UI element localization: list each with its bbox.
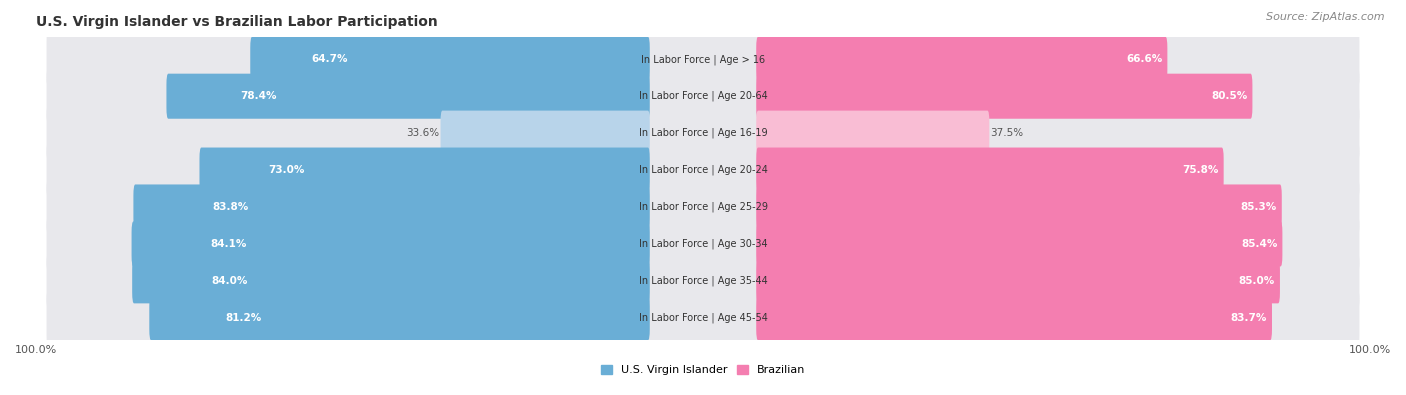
Text: 73.0%: 73.0% bbox=[269, 165, 305, 175]
Text: In Labor Force | Age 20-64: In Labor Force | Age 20-64 bbox=[638, 91, 768, 102]
FancyBboxPatch shape bbox=[46, 142, 1360, 198]
FancyBboxPatch shape bbox=[149, 295, 650, 340]
Text: 83.8%: 83.8% bbox=[212, 202, 249, 212]
Text: In Labor Force | Age 30-34: In Labor Force | Age 30-34 bbox=[638, 239, 768, 249]
Text: 83.7%: 83.7% bbox=[1230, 313, 1267, 323]
FancyBboxPatch shape bbox=[200, 147, 650, 193]
FancyBboxPatch shape bbox=[132, 258, 650, 303]
FancyBboxPatch shape bbox=[46, 105, 1360, 161]
Text: In Labor Force | Age 35-44: In Labor Force | Age 35-44 bbox=[638, 276, 768, 286]
Text: 85.4%: 85.4% bbox=[1241, 239, 1278, 249]
FancyBboxPatch shape bbox=[756, 37, 1167, 82]
FancyBboxPatch shape bbox=[46, 290, 1360, 346]
Text: 75.8%: 75.8% bbox=[1182, 165, 1219, 175]
Text: 84.0%: 84.0% bbox=[211, 276, 247, 286]
FancyBboxPatch shape bbox=[756, 111, 990, 156]
FancyBboxPatch shape bbox=[46, 31, 1360, 87]
FancyBboxPatch shape bbox=[46, 253, 1360, 309]
FancyBboxPatch shape bbox=[756, 147, 1223, 193]
Text: U.S. Virgin Islander vs Brazilian Labor Participation: U.S. Virgin Islander vs Brazilian Labor … bbox=[37, 15, 437, 29]
Text: 37.5%: 37.5% bbox=[991, 128, 1024, 138]
Text: In Labor Force | Age 20-24: In Labor Force | Age 20-24 bbox=[638, 165, 768, 175]
FancyBboxPatch shape bbox=[132, 221, 650, 267]
FancyBboxPatch shape bbox=[46, 68, 1360, 124]
FancyBboxPatch shape bbox=[46, 179, 1360, 235]
FancyBboxPatch shape bbox=[134, 184, 650, 229]
Text: 80.5%: 80.5% bbox=[1211, 91, 1247, 101]
FancyBboxPatch shape bbox=[756, 295, 1272, 340]
Text: In Labor Force | Age 45-54: In Labor Force | Age 45-54 bbox=[638, 312, 768, 323]
FancyBboxPatch shape bbox=[440, 111, 650, 156]
Text: 64.7%: 64.7% bbox=[312, 54, 347, 64]
Text: In Labor Force | Age 25-29: In Labor Force | Age 25-29 bbox=[638, 202, 768, 212]
FancyBboxPatch shape bbox=[756, 184, 1282, 229]
Text: 33.6%: 33.6% bbox=[406, 128, 439, 138]
Text: 78.4%: 78.4% bbox=[240, 91, 277, 101]
Text: In Labor Force | Age 16-19: In Labor Force | Age 16-19 bbox=[638, 128, 768, 138]
Text: 66.6%: 66.6% bbox=[1126, 54, 1163, 64]
FancyBboxPatch shape bbox=[756, 258, 1279, 303]
Text: 81.2%: 81.2% bbox=[226, 313, 262, 323]
FancyBboxPatch shape bbox=[46, 216, 1360, 272]
Text: 85.0%: 85.0% bbox=[1239, 276, 1275, 286]
Text: In Labor Force | Age > 16: In Labor Force | Age > 16 bbox=[641, 54, 765, 64]
FancyBboxPatch shape bbox=[250, 37, 650, 82]
Legend: U.S. Virgin Islander, Brazilian: U.S. Virgin Islander, Brazilian bbox=[596, 361, 810, 380]
Text: 85.3%: 85.3% bbox=[1240, 202, 1277, 212]
Text: Source: ZipAtlas.com: Source: ZipAtlas.com bbox=[1267, 12, 1385, 22]
FancyBboxPatch shape bbox=[756, 221, 1282, 267]
FancyBboxPatch shape bbox=[166, 74, 650, 119]
FancyBboxPatch shape bbox=[756, 74, 1253, 119]
Text: 84.1%: 84.1% bbox=[211, 239, 247, 249]
